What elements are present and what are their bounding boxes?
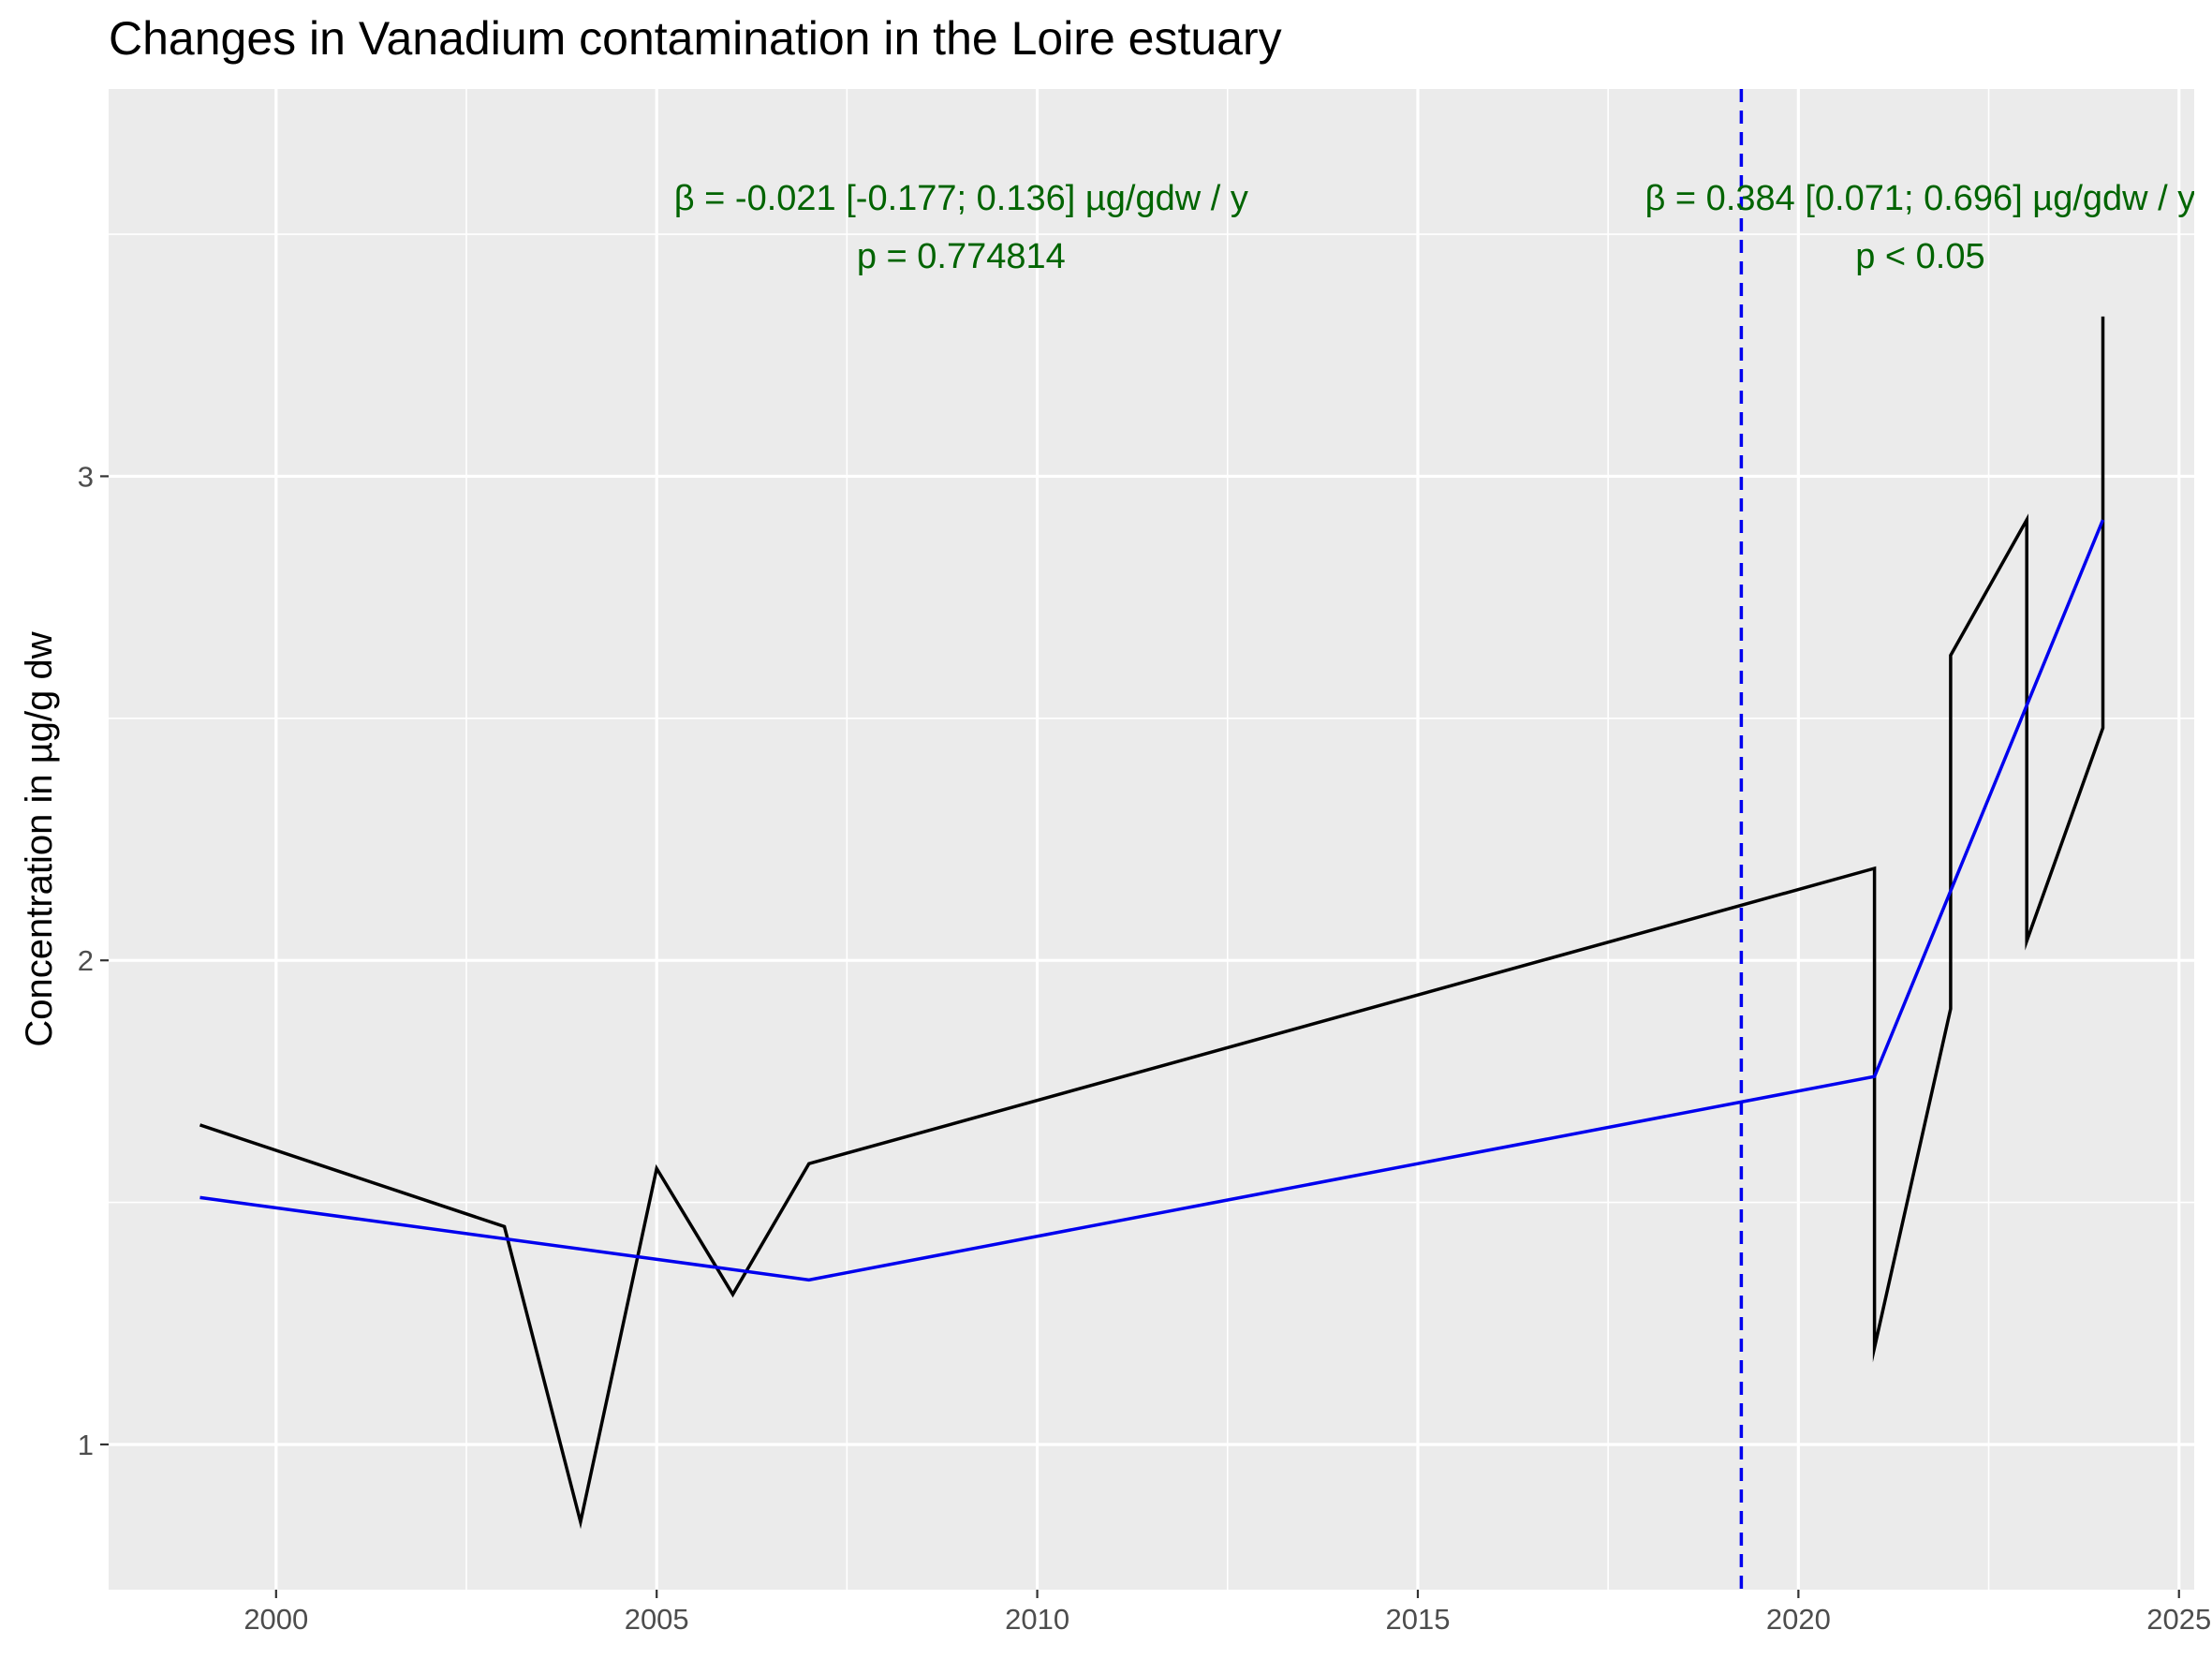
y-axis-label: Concentration in µg/g dw [19,631,60,1046]
y-tick-label: 1 [78,1429,94,1461]
x-tick-label: 2010 [1005,1603,1069,1636]
series-line-2 [199,519,2105,1282]
y-tick-label: 2 [78,944,94,977]
series-layer [199,316,2105,1530]
annotation-text: β = 0.384 [0.071; 0.696] µg/gdw / y [1645,179,2196,218]
annotation-text: β = -0.021 [-0.177; 0.136] µg/gdw / y [674,179,1248,218]
y-tick-label: 3 [78,460,94,493]
x-tick-label: 2020 [1766,1603,1831,1636]
grid-major [109,89,2194,1590]
ticks-layer: 2000 2005 2010 2015 2020 2025 1 2 3 [78,460,2211,1636]
x-tick-label: 2025 [2146,1603,2211,1636]
x-tick-label: 2015 [1385,1603,1450,1636]
annotation-layer: β = -0.021 [-0.177; 0.136] µg/gdw / y p =… [674,179,2196,276]
grid-minor [109,89,2194,1590]
annotation-text: p = 0.774814 [857,237,1066,276]
x-tick-label: 2000 [243,1603,308,1636]
x-tick-label: 2005 [625,1603,689,1636]
chart-title: Changes in Vanadium contamination in the… [109,12,1282,65]
annotation-text: p < 0.05 [1855,237,1984,276]
plot-panel [109,89,2194,1590]
series-line-1 [199,316,2105,1530]
